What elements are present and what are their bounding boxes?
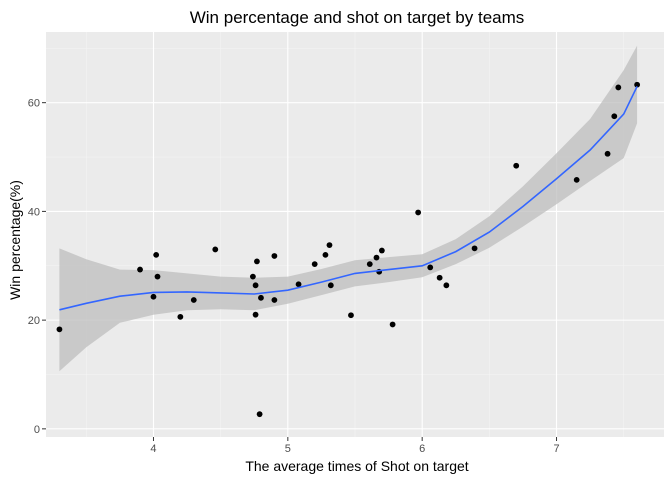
data-points [56, 81, 641, 418]
data-point [615, 84, 622, 91]
data-point [322, 251, 329, 258]
y-tick-label: 0 [34, 424, 40, 436]
data-point [258, 294, 264, 301]
data-point [56, 326, 63, 333]
smooth-line [59, 86, 638, 311]
data-point [604, 150, 611, 157]
x-axis-title: The average times of Shot on target [245, 458, 468, 474]
x-axis: 4 5 6 7 [150, 437, 560, 455]
x-tick-label: 4 [150, 443, 156, 455]
data-point [378, 247, 385, 254]
x-tick-label: 6 [419, 443, 425, 455]
data-point [256, 411, 263, 418]
data-point [513, 162, 520, 169]
x-tick-label: 7 [553, 443, 559, 455]
data-point [611, 113, 618, 120]
smooth-line-path [59, 86, 638, 311]
data-point [327, 282, 334, 289]
x-tick-label: 5 [285, 443, 291, 455]
data-point [153, 251, 160, 258]
data-point [427, 264, 434, 271]
y-axis-title: Win percentage(%) [7, 180, 23, 300]
data-point [389, 321, 396, 328]
data-point [326, 242, 333, 249]
confidence-band-area [59, 45, 638, 372]
chart-title: Win percentage and shot on target by tea… [190, 8, 525, 27]
y-tick-label: 60 [28, 98, 40, 110]
data-point [295, 281, 302, 288]
data-point [252, 311, 259, 318]
data-point [252, 282, 259, 289]
y-tick-label: 20 [28, 315, 40, 327]
data-point [366, 261, 373, 268]
data-point [471, 245, 478, 252]
data-point [373, 254, 380, 261]
data-point [271, 253, 278, 259]
data-point [443, 282, 450, 289]
y-tick-label: 40 [28, 206, 40, 218]
confidence-band [59, 45, 638, 372]
data-point [154, 273, 161, 280]
data-point [436, 274, 443, 281]
data-point [190, 297, 197, 303]
data-point [415, 209, 422, 216]
data-point [311, 261, 318, 268]
data-point [177, 313, 184, 320]
data-point [573, 176, 580, 183]
plot-panel [46, 32, 664, 437]
data-point [254, 258, 260, 265]
data-point [348, 312, 354, 319]
data-point [212, 246, 219, 253]
data-point [150, 293, 157, 300]
data-point [249, 273, 256, 280]
data-point [634, 81, 641, 88]
y-axis: 0 20 40 60 [28, 98, 46, 436]
data-point [271, 297, 278, 303]
data-point [137, 266, 143, 273]
